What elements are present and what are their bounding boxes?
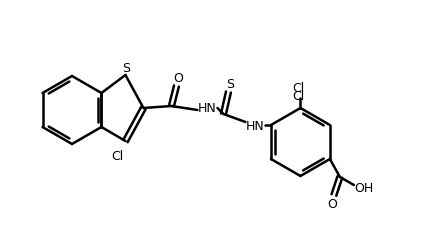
- Text: O: O: [174, 71, 183, 84]
- Text: O: O: [327, 198, 337, 211]
- Text: S: S: [226, 77, 235, 90]
- Text: OH: OH: [354, 181, 374, 194]
- Text: S: S: [122, 61, 130, 74]
- Text: Cl: Cl: [292, 90, 305, 103]
- Text: HN: HN: [198, 102, 217, 115]
- Text: Cl: Cl: [292, 82, 305, 95]
- Text: Cl: Cl: [111, 149, 124, 162]
- Text: HN: HN: [246, 119, 265, 132]
